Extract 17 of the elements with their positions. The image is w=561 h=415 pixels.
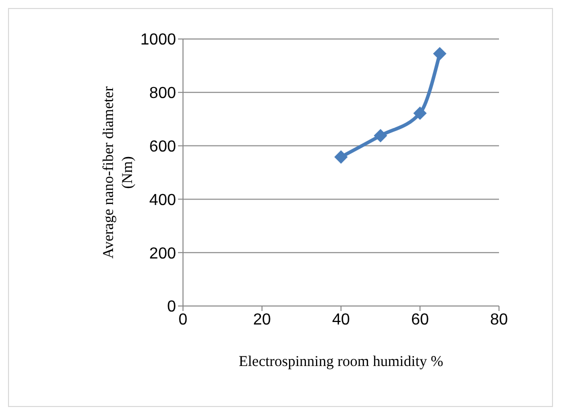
x-tick-label: 60 [411,311,429,328]
y-axis-title: Average nano-fiber diameter (Nm) [101,86,136,259]
x-tick-label: 0 [178,311,188,328]
x-tick-label: 20 [253,311,271,328]
point [433,47,446,60]
y-tick-label: 800 [149,85,176,102]
y-tick-label: 600 [149,138,176,156]
point [414,106,426,120]
x-tick-label: 40 [332,311,350,328]
point [374,129,387,142]
y-tick-label: 200 [149,245,176,262]
point [334,150,348,164]
y-tick-label: 0 [167,298,176,316]
y-tick-label: 1000 [140,32,176,49]
y-tick-label: 400 [149,192,176,209]
x-axis-title: Electrospinning room humidity % [238,354,444,370]
x-tick-label: 80 [490,311,508,328]
